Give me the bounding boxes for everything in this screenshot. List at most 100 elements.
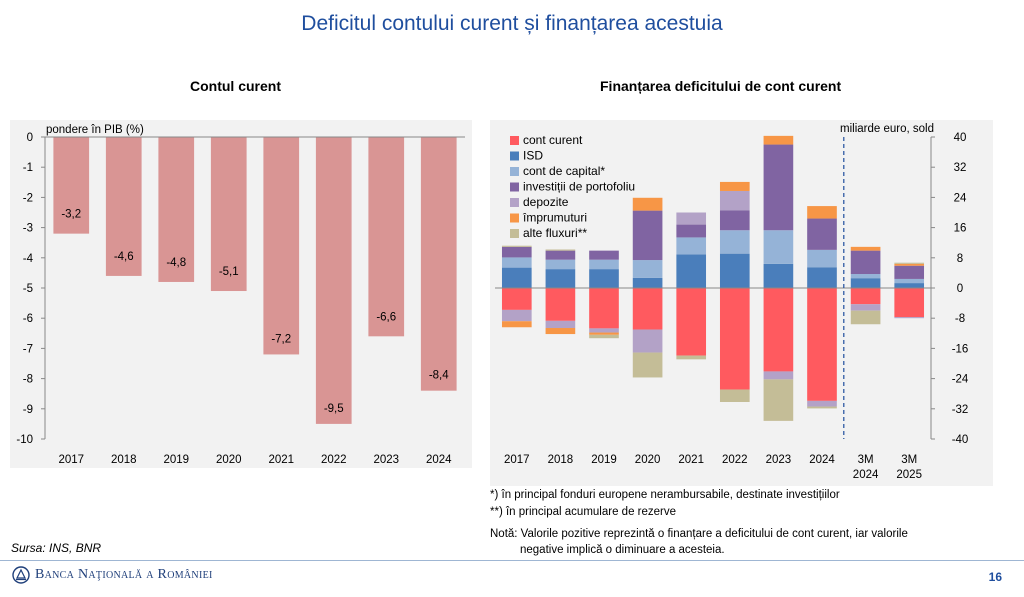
right-stack-segment [545,249,576,251]
right-stack-segment [501,257,532,268]
current-account-chart: pondere în PIB (%) 0 -1 -2 -3 -4 -5 -6 -7 -8 -9 -10… [16,124,465,466]
left-y-axis-label: pondere în PIB (%) [46,124,144,136]
left-y-tick-label: -2 [23,192,33,204]
right-stack-segment [676,224,707,238]
right-stack-segment [719,210,750,231]
right-x-tick-label: 2024 [809,454,835,466]
right-stack-segment [501,288,532,310]
right-stack-segment [719,253,750,288]
right-stack-segment [894,317,925,319]
right-x-tick-label: 2025 [896,469,922,481]
right-y-tick-label: -32 [952,404,969,416]
right-stack-segment [719,230,750,254]
right-x-tick-label: 2018 [548,454,574,466]
right-stack-segment [501,267,532,288]
footnote-1: *) în principal fonduri europene nerambu… [490,489,840,501]
right-stack-segment [676,288,707,356]
right-x-tick-label: 3M [901,454,917,466]
right-y-tick-label: -24 [952,374,969,386]
right-stack-segment [807,406,837,409]
legend-label: alte fluxuri** [523,226,587,240]
left-x-tick-label: 2023 [373,454,399,466]
right-stack-segment [719,389,750,403]
right-stack-segment [763,144,794,231]
right-stack-segment [763,379,794,421]
left-y-tick-label: -7 [23,343,33,355]
left-y-tick-label: -3 [23,223,33,235]
right-stack-segment [894,263,925,266]
right-y-tick-label: -8 [955,313,965,325]
right-stack-segment [589,334,619,339]
left-bar-data-label: -4,6 [114,251,134,263]
right-stack-segment [545,250,576,260]
left-bar [263,137,300,355]
right-stack-segment [763,135,794,145]
right-y-tick-label: 40 [954,132,967,144]
left-chart-panel: pondere în PIB (%) 0 -1 -2 -3 -4 -5 -6 -7 -8 -9 -10… [10,120,472,468]
right-stack-segment [763,371,794,380]
right-stack-segment [632,197,663,211]
right-stack-segment [807,249,837,268]
left-bar [158,137,195,282]
right-stack-segment [589,328,619,333]
right-stack-segment [589,332,619,335]
right-x-tick-label: 2019 [591,454,617,466]
right-stack-segment [545,259,576,270]
right-stack-segment [632,329,663,353]
left-bar [53,137,90,234]
right-chart-panel: miliarde euro, sold 40 32 24 16 8 0 -8 -16 -24 -32… [490,120,993,486]
right-stack-segment [589,250,619,260]
right-y-tick-label: 24 [954,192,967,204]
left-x-tick-label: 2024 [426,454,452,466]
right-stack-segment [589,259,619,270]
legend-swatch [510,229,519,238]
legend-swatch [510,136,519,145]
right-stack-segment [894,262,925,264]
right-stack-segment [632,210,663,261]
right-stack-segment [894,283,925,288]
right-stack-segment [501,246,532,258]
left-bar-data-label: -4,8 [166,257,186,269]
right-x-tick-label: 3M [858,454,874,466]
footer-divider [0,560,1024,561]
right-stack-segment [676,254,707,288]
right-stack-segment [632,277,663,288]
left-bar-data-label: -8,4 [429,370,449,382]
right-x-tick-label: 2023 [766,454,792,466]
right-stack-segment [632,260,663,278]
right-stack-segment [719,288,750,390]
right-stack-segment [850,250,881,275]
right-x-tick-label: 2024 [853,469,879,481]
right-stack-segment [589,269,619,288]
right-stack-segment [850,304,881,311]
left-bar [368,137,405,337]
page-title: Deficitul contului curent și finanțarea … [301,12,723,35]
legend-swatch [510,213,519,223]
right-y-tick-label: 8 [957,253,963,265]
right-stack-segment [894,278,925,284]
source-note: Sursa: INS, BNR [11,541,102,555]
bnr-emblem-icon [12,566,30,584]
right-chart-title: Finanțarea deficitului de cont curent [600,78,842,94]
left-bar [420,137,457,391]
left-x-tick-label: 2020 [216,454,242,466]
right-stack-segment [850,310,881,325]
legend-label: cont de capital* [523,164,605,178]
page-number: 16 [988,570,1002,584]
legend-label: depozite [523,195,569,209]
financing-chart: miliarde euro, sold 40 32 24 16 8 0 -8 -16 -24 -32… [495,123,969,481]
right-stack-segment [850,246,881,251]
right-x-tick-label: 2021 [678,454,704,466]
right-stack-segment [763,263,794,288]
legend-swatch [510,167,519,176]
left-y-tick-label: 0 [27,132,33,144]
right-stack-segment [719,190,750,211]
right-x-tick-label: 2017 [504,454,530,466]
right-stack-segment [894,265,925,279]
footnote-note-line1: Notă: Valorile pozitive reprezintă o fin… [490,528,908,540]
right-y-tick-label: -40 [952,434,969,446]
right-x-tick-label: 2022 [722,454,748,466]
legend-swatch [510,198,519,207]
right-y-tick-label: 0 [957,283,963,295]
left-bar [105,137,142,276]
